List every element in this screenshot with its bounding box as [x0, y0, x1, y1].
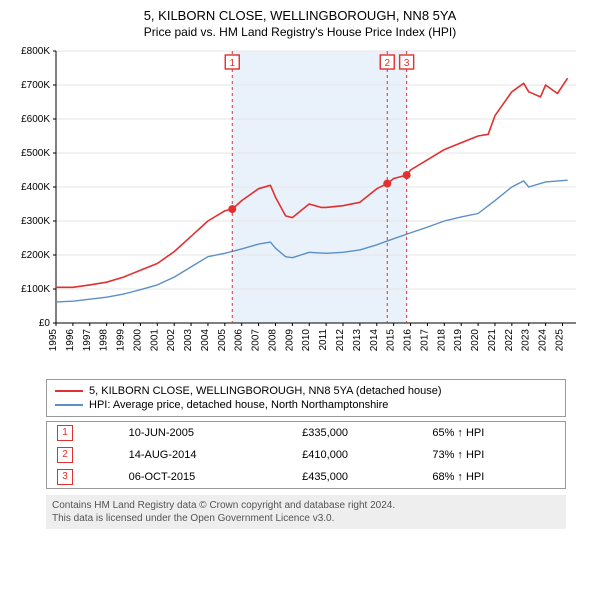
- footer-line-1: Contains HM Land Registry data © Crown c…: [52, 499, 560, 512]
- sale-price: £435,000: [292, 466, 422, 489]
- svg-text:£500K: £500K: [21, 148, 50, 159]
- sale-price: £335,000: [292, 422, 422, 445]
- svg-text:2011: 2011: [318, 329, 329, 351]
- svg-text:2001: 2001: [149, 329, 160, 352]
- svg-text:1999: 1999: [116, 329, 127, 352]
- svg-text:2016: 2016: [403, 329, 414, 352]
- svg-text:3: 3: [404, 58, 410, 69]
- svg-text:2020: 2020: [470, 329, 481, 352]
- legend-swatch: [55, 404, 83, 406]
- svg-text:2012: 2012: [335, 329, 346, 352]
- svg-text:2018: 2018: [436, 329, 447, 352]
- footer-line-2: This data is licensed under the Open Gov…: [52, 512, 560, 525]
- svg-text:2009: 2009: [284, 329, 295, 352]
- svg-text:1996: 1996: [65, 329, 76, 352]
- table-row: 2 14-AUG-2014£410,00073% ↑ HPI: [47, 444, 566, 466]
- sale-marker: 1: [57, 425, 73, 441]
- svg-text:2015: 2015: [386, 329, 397, 352]
- table-row: 1 10-JUN-2005£335,00065% ↑ HPI: [47, 422, 566, 445]
- svg-text:2023: 2023: [521, 329, 532, 352]
- sale-date: 14-AUG-2014: [119, 444, 293, 466]
- svg-text:£700K: £700K: [21, 80, 50, 91]
- svg-text:£800K: £800K: [21, 46, 50, 57]
- chart-svg: £0 £100K £200K £300K £400K £500K £600K £700K £80…: [8, 43, 592, 373]
- svg-text:£600K: £600K: [21, 114, 50, 125]
- title-sub: Price paid vs. HM Land Registry's House …: [8, 25, 592, 39]
- svg-text:2006: 2006: [234, 329, 245, 352]
- legend: 5, KILBORN CLOSE, WELLINGBOROUGH, NN8 5Y…: [46, 379, 566, 417]
- footer: Contains HM Land Registry data © Crown c…: [46, 495, 566, 529]
- sale-hpi: 73% ↑ HPI: [422, 444, 565, 466]
- svg-text:1995: 1995: [48, 329, 59, 352]
- svg-text:2: 2: [384, 58, 390, 69]
- sale-hpi: 65% ↑ HPI: [422, 422, 565, 445]
- sales-table: 1 10-JUN-2005£335,00065% ↑ HPI 2 14-AUG-201…: [46, 421, 566, 489]
- legend-label: HPI: Average price, detached house, Nort…: [89, 399, 388, 411]
- svg-text:2010: 2010: [301, 329, 312, 352]
- svg-text:1998: 1998: [99, 329, 110, 352]
- svg-text:2024: 2024: [538, 329, 549, 352]
- svg-text:2019: 2019: [453, 329, 464, 352]
- legend-label: 5, KILBORN CLOSE, WELLINGBOROUGH, NN8 5Y…: [89, 385, 442, 397]
- legend-row: 5, KILBORN CLOSE, WELLINGBOROUGH, NN8 5Y…: [55, 384, 557, 398]
- title-block: 5, KILBORN CLOSE, WELLINGBOROUGH, NN8 5Y…: [8, 8, 592, 39]
- svg-text:1: 1: [229, 58, 235, 69]
- svg-text:2017: 2017: [419, 329, 430, 352]
- svg-text:£300K: £300K: [21, 216, 50, 227]
- title-main: 5, KILBORN CLOSE, WELLINGBOROUGH, NN8 5Y…: [8, 8, 592, 23]
- svg-text:2013: 2013: [352, 329, 363, 352]
- sale-marker: 2: [57, 447, 73, 463]
- svg-text:£0: £0: [39, 318, 51, 329]
- svg-text:2014: 2014: [369, 329, 380, 352]
- svg-text:2000: 2000: [132, 329, 143, 352]
- svg-text:2008: 2008: [267, 329, 278, 352]
- svg-text:2003: 2003: [183, 329, 194, 352]
- legend-swatch: [55, 390, 83, 392]
- svg-text:2004: 2004: [200, 329, 211, 352]
- sale-hpi: 68% ↑ HPI: [422, 466, 565, 489]
- svg-text:£100K: £100K: [21, 284, 50, 295]
- sale-date: 06-OCT-2015: [119, 466, 293, 489]
- svg-text:2002: 2002: [166, 329, 177, 352]
- svg-text:2025: 2025: [554, 329, 565, 352]
- svg-text:2022: 2022: [504, 329, 515, 352]
- table-row: 3 06-OCT-2015£435,00068% ↑ HPI: [47, 466, 566, 489]
- price-chart: £0 £100K £200K £300K £400K £500K £600K £700K £80…: [8, 43, 592, 373]
- svg-text:2007: 2007: [251, 329, 262, 352]
- svg-text:2005: 2005: [217, 329, 228, 352]
- svg-text:£200K: £200K: [21, 250, 50, 261]
- sale-marker: 3: [57, 469, 73, 485]
- svg-text:1997: 1997: [82, 329, 93, 352]
- svg-text:2021: 2021: [487, 329, 498, 352]
- sale-price: £410,000: [292, 444, 422, 466]
- sale-date: 10-JUN-2005: [119, 422, 293, 445]
- svg-text:£400K: £400K: [21, 182, 50, 193]
- legend-row: HPI: Average price, detached house, Nort…: [55, 398, 557, 412]
